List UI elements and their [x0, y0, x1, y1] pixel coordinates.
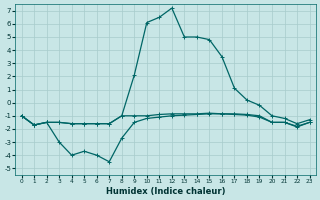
X-axis label: Humidex (Indice chaleur): Humidex (Indice chaleur)	[106, 187, 225, 196]
